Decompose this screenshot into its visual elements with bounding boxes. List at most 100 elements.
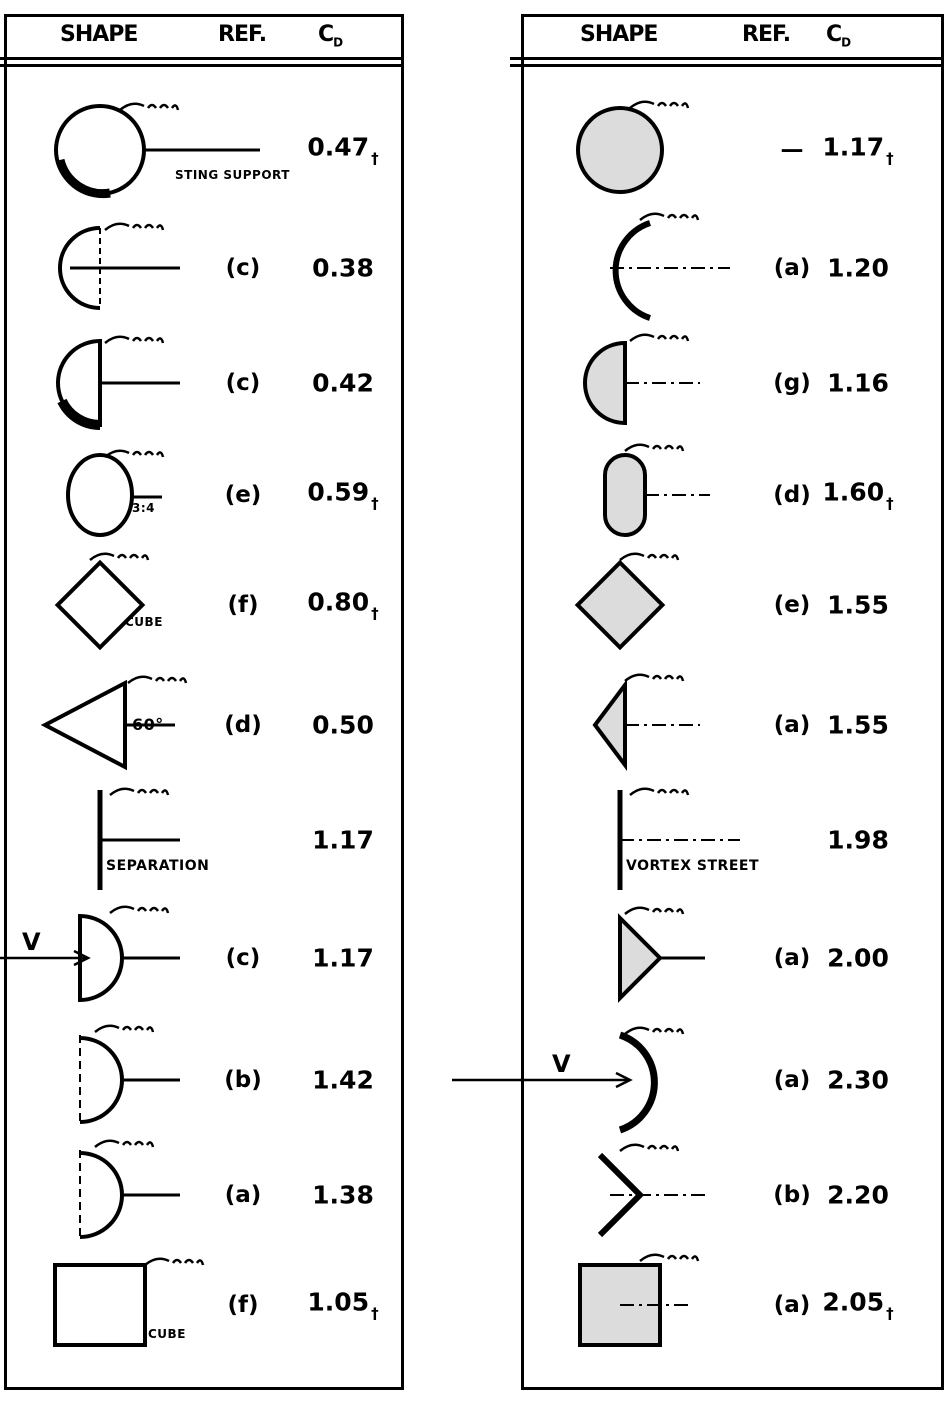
cd-value: 0.59: [307, 477, 370, 507]
cone-shape: [40, 679, 127, 771]
drag-coefficient-value: 1.60 †: [822, 478, 893, 513]
rounded-rect-shape: [603, 453, 647, 537]
cd-value: 1.16: [827, 368, 889, 398]
cd-value: 1.55: [827, 710, 889, 740]
drag-coefficient-value: 0.80 †: [307, 588, 378, 623]
wake-icon: [89, 552, 150, 561]
wake-icon: [619, 1143, 680, 1152]
shape-label: CUBE: [148, 1327, 186, 1341]
footnote-mark: †: [886, 149, 894, 168]
wake-icon: [144, 1257, 205, 1266]
shape-label: 60°: [132, 715, 164, 734]
ref-label: (d): [773, 482, 811, 508]
velocity-label-left: V: [22, 928, 41, 956]
ref-label: (a): [773, 712, 811, 738]
wake-icon: [109, 905, 170, 914]
drag-coefficient-value: 0.38: [312, 254, 374, 283]
shape-label: VORTEX STREET: [626, 858, 760, 874]
cd-value: 2.05: [822, 1287, 885, 1317]
cd-value: 1.05: [307, 1287, 370, 1317]
wake-icon: [104, 222, 165, 231]
drag-coefficient-value: 1.38: [312, 1181, 374, 1210]
shell-shape: [618, 1031, 658, 1134]
cd-value: 1.60: [822, 477, 885, 507]
shell-shape: [612, 220, 651, 321]
ref-label: (e): [773, 592, 811, 618]
wake-icon: [629, 787, 690, 796]
cd-value: 1.17: [312, 943, 374, 973]
shape-label: SEPARATION: [106, 858, 210, 874]
wake-icon: [94, 1024, 155, 1033]
shape-label: CUBE: [125, 615, 163, 629]
ref-label: (a): [773, 255, 811, 281]
left-table: [4, 14, 404, 1390]
ref-label: (c): [225, 370, 261, 396]
cd-value: 0.47: [307, 132, 370, 162]
hemisphere-shape: [79, 1151, 124, 1239]
cd-value: 1.17: [822, 132, 885, 162]
cd-value: 1.17: [312, 825, 374, 855]
cd-value: 0.80: [307, 587, 370, 617]
cd-value: 0.50: [312, 710, 374, 740]
drag-coefficient-value: 0.47 †: [307, 133, 378, 168]
footnote-mark: †: [886, 1304, 894, 1323]
ref-label: (f): [227, 592, 259, 618]
arrowhead-icon: [73, 949, 91, 967]
ref-label: —: [780, 137, 804, 163]
triangle-shape: [618, 913, 663, 1003]
wake-icon: [619, 552, 680, 561]
cd-value: 1.42: [312, 1065, 374, 1095]
cylinder-shape: [576, 106, 664, 194]
drag-coefficient-value: 1.20: [827, 254, 889, 283]
header-ref-left: REF.: [218, 22, 267, 47]
drag-coefficient-value: 1.55: [827, 591, 889, 620]
cd-value: 2.30: [827, 1065, 889, 1095]
header-divider-left-2: [0, 64, 404, 67]
wake-icon: [624, 1026, 685, 1035]
shading: [55, 158, 111, 199]
half-cylinder-shape: [583, 340, 627, 426]
drag-coefficient-value: 2.20: [827, 1181, 889, 1210]
drag-coefficient-value: 1.98: [827, 826, 889, 855]
hemisphere-shape: [58, 226, 101, 310]
wake-icon: [109, 787, 170, 796]
diamond-shape: [574, 559, 666, 651]
cd-value: 0.38: [312, 253, 374, 283]
ref-label: (a): [773, 1292, 811, 1318]
drag-coefficient-value: 2.30: [827, 1066, 889, 1095]
ref-label: (c): [225, 945, 261, 971]
footnote-mark: †: [371, 604, 379, 623]
cd-value: 1.55: [827, 590, 889, 620]
ref-label: (a): [773, 1067, 811, 1093]
drag-coefficient-value: 0.42: [312, 369, 374, 398]
wake-icon: [629, 100, 690, 109]
ref-label: (d): [224, 712, 262, 738]
ref-label: (b): [224, 1067, 262, 1093]
header-shape-left: SHAPE: [60, 22, 138, 47]
wake-icon: [624, 443, 685, 452]
arrowhead-icon: [615, 1071, 633, 1089]
footnote-mark: †: [886, 494, 894, 513]
wake-icon: [94, 1139, 155, 1148]
hemisphere-shape: [79, 1036, 124, 1124]
ref-label: (a): [773, 945, 811, 971]
velocity-label-right: V: [552, 1050, 571, 1078]
hemisphere-shape: [78, 913, 124, 1003]
cd-value: 1.98: [827, 825, 889, 855]
ref-label: (c): [225, 255, 261, 281]
wake-icon: [127, 675, 188, 684]
cd-value: 0.42: [312, 368, 374, 398]
wake-icon: [624, 906, 685, 915]
cd-value: 2.00: [827, 943, 889, 973]
drag-coefficient-value: 2.05 †: [822, 1288, 893, 1323]
wake-icon: [104, 449, 165, 458]
drag-coefficient-value: 1.17: [312, 826, 374, 855]
wake-icon: [629, 333, 690, 342]
ref-label: (g): [773, 370, 811, 396]
wake-icon: [119, 102, 180, 111]
ref-label: (e): [224, 482, 262, 508]
footnote-mark: †: [371, 149, 379, 168]
ref-label: (f): [227, 1292, 259, 1318]
cube-shape: [54, 559, 146, 651]
drag-coefficient-value: 2.00: [827, 944, 889, 973]
